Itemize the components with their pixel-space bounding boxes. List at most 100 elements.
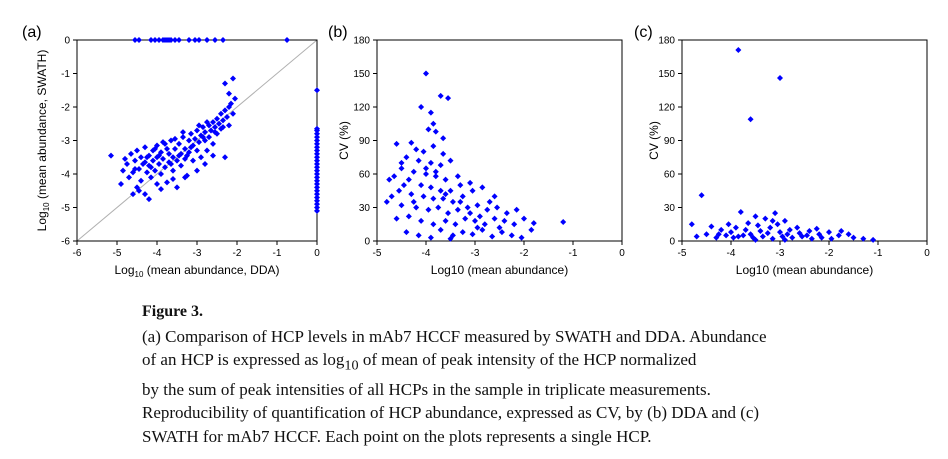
panel-b-data-point [396,187,403,194]
panel-b-data-point [496,224,503,231]
panel-a-data-point [314,191,320,198]
panel-a-data-point [202,129,208,136]
panel-a-x-tick-label: 0 [314,248,320,259]
panel-c-label: (c) [634,24,653,41]
panel-a-data-point [222,80,228,87]
panel-a-data-point [176,152,182,159]
panel-c-data-point [740,232,747,239]
panel-a-data-point [130,191,136,198]
panel-b-data-point [445,210,452,217]
panel-a-x-tick-label: -3 [193,248,202,259]
panel-c-data-point [870,236,877,243]
panel-a-data-point [134,147,140,154]
caption-title: Figure 3. [142,303,204,320]
panel-c-x-tick-label: -2 [825,248,834,259]
panel-a-data-point [220,124,226,131]
panel-a-data-point [196,139,202,146]
panel-c-data-point [835,232,842,239]
panel-b-data-point [467,179,474,186]
panel-b-data-point [447,235,454,242]
panel-a-data-point [314,160,320,167]
panel-a-data-point [228,100,234,107]
panel-c-plot-frame [681,39,928,242]
panel-c-y-tick-label: 150 [658,69,675,80]
panel-a-data-point [314,177,320,184]
panel-c-data-point [737,208,744,215]
panel-c-data-point [769,217,776,224]
panel-c-y-axis-label: CV (%) [647,121,661,160]
panel-b-data-point [437,187,444,194]
panel-a-data-point [178,162,184,169]
panel-c-x-tick-label: -3 [776,248,785,259]
panel-b-data-point [560,219,567,226]
panel-c-y-tick-label: 90 [664,136,676,147]
panel-b-data-point [430,221,437,228]
panel-a-data-point [212,37,218,43]
panel-b-data-point [513,206,520,213]
panel-c-data-point [732,224,739,231]
panel-b-data-point [452,221,459,228]
panel-b-data-point [425,206,432,213]
panel-c-data-point [730,234,737,241]
panel-a-data-point [120,167,126,174]
panel-b-y-tick-label: 150 [353,69,370,80]
panel-c-data-point [806,227,813,234]
panel-a-data-point [146,196,152,203]
panel-a-data-point [204,119,210,126]
panel-b-data-point [442,191,449,198]
panel-b-data-point [457,182,464,189]
caption-line-2a: of an HCP is expressed as log [142,350,345,369]
panel-c-data-point [781,236,788,243]
panel-a-data-point [132,37,138,43]
panel-a-data-point [212,129,218,136]
panel-b-data-point [464,204,471,211]
panel-a-data-point [152,167,158,174]
panel-b-data-point [521,215,527,222]
panel-c-data-point [794,224,801,231]
panel-b-x-tick-label: -3 [471,248,480,259]
caption-line-2: of an HCP is expressed as log10 of mean … [142,348,862,378]
panel-a-data-point [314,150,320,157]
panel-a-data-point [314,157,320,164]
panel-a-data-point [150,157,156,164]
panel-a-data-point [200,134,206,141]
panel-b-data-point [442,217,449,224]
panel-a-data-point [222,107,228,114]
panel-b-data-point [430,195,437,202]
panel-b-y-tick-label: 60 [359,170,371,181]
panel-a-data-point [284,37,290,43]
panel-a-data-point [314,184,320,191]
panel-b-data-point [469,187,476,194]
panel-a-data-point [314,130,320,137]
panel-b-data-point [440,150,447,157]
panel-a-data-point [204,37,210,43]
panel-a-data-point [188,144,194,151]
panel-a-x-axis-label: Log10 (mean abundance, DDA) [114,263,279,279]
panel-a-data-point [188,130,194,137]
panel-b-data-point [391,173,398,180]
panel-b-data-point [393,140,400,147]
panel-b-data-point [427,184,434,191]
panel-a-data-point [186,37,192,43]
panel-a-data-point [168,160,174,167]
panel-b-x-tick-label: -1 [569,248,578,259]
panel-a-data-point [194,127,200,134]
panel-c-data-point [828,235,835,242]
panel-a-data-point [168,37,174,43]
panel-a-data-point [214,115,220,122]
panel-b-data-point [420,193,427,200]
panel-b-data-point [388,193,395,200]
panel-c-data-point [769,235,776,242]
panel-a-reference-line [76,39,318,242]
panel-c-data-point [698,192,705,199]
panel-a-data-point [192,135,198,142]
panel-c-data-point [747,116,754,123]
panel-a-data-point [160,139,166,146]
panel-c-data-point [850,234,857,241]
panel-b-x-tick-label: -5 [373,248,382,259]
caption-line-2-subscript: 10 [344,357,359,374]
panel-b-data-point [467,210,474,217]
panel-c-data-point [725,221,732,228]
panel-b-data-point [410,168,417,175]
panel-c-y-tick-label: 180 [658,36,675,47]
